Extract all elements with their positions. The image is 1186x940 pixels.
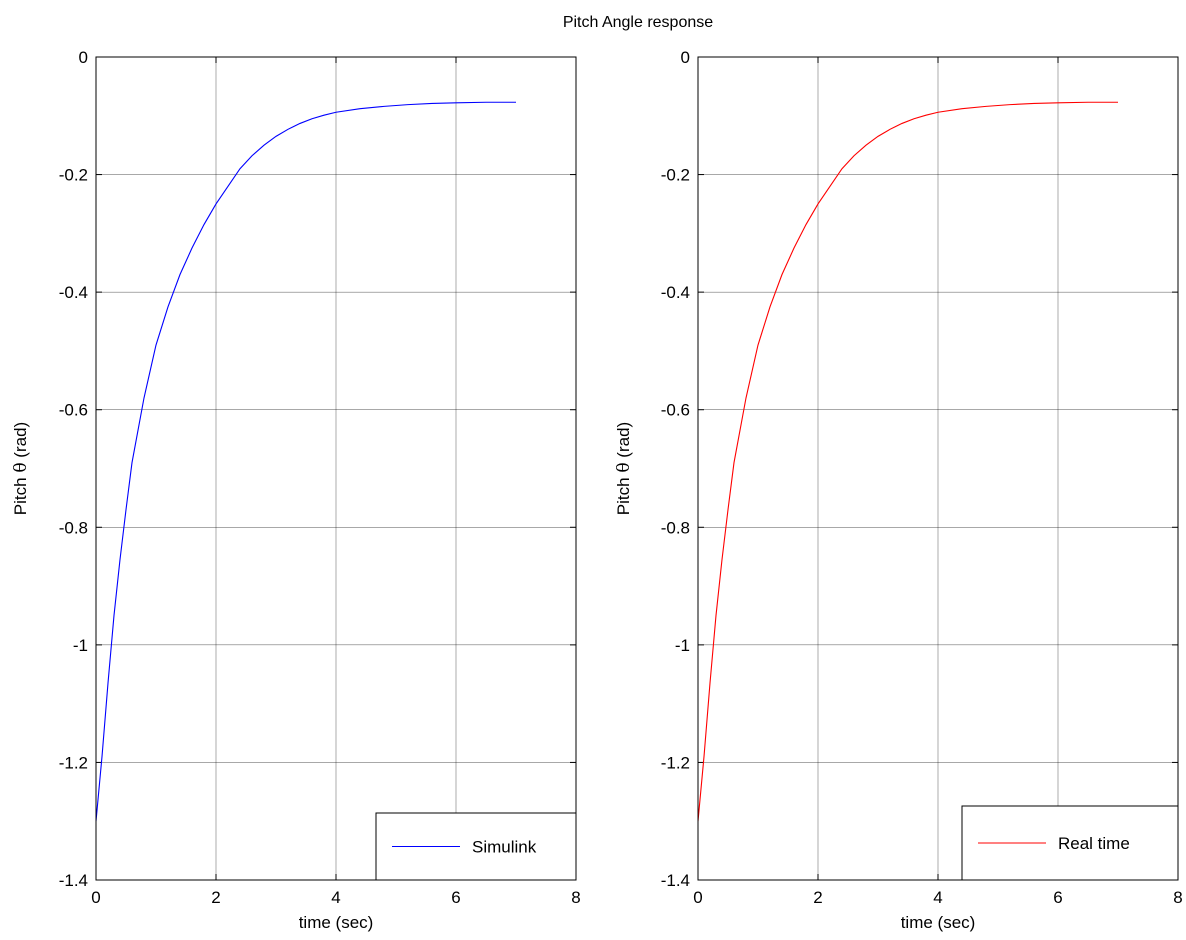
x-tick-label: 6 (1053, 888, 1062, 907)
x-tick-label: 4 (331, 888, 340, 907)
y-tick-label: -0.4 (661, 283, 690, 302)
y-axis-label-suffix: (rad) (614, 422, 633, 463)
y-axis-label: Pitch θ (rad) (614, 422, 634, 515)
y-tick-label: -1 (73, 636, 88, 655)
plot-frame (95, 56, 577, 881)
y-tick-label: -1.2 (59, 753, 88, 772)
y-tick-label: -0.2 (661, 166, 690, 185)
subplot-simulink: 0 2 4 6 8 0 -0.2 -0.4 -0.6 -0.8 -1 -1.2 -1.4 time (se… (11, 48, 581, 932)
legend: Simulink (375, 812, 577, 881)
y-tick-label: -0.6 (661, 401, 690, 420)
y-tick-label: -1.4 (661, 871, 690, 890)
figure-title: Pitch Angle response (563, 14, 713, 31)
y-tick-label: 0 (681, 48, 690, 67)
y-tick-label: -1 (675, 636, 690, 655)
x-tick-label: 8 (1173, 888, 1182, 907)
x-tick-label: 8 (571, 888, 580, 907)
theta-symbol: θ (11, 462, 31, 472)
series-line-1 (95, 101, 516, 822)
theta-symbol: θ (614, 462, 634, 472)
plot-frame (697, 56, 1179, 881)
y-axis-label: Pitch θ (rad) (11, 422, 31, 515)
series-line-1 (697, 101, 1118, 822)
y-tick-label: -1.4 (59, 871, 88, 890)
x-tick-label: 2 (211, 888, 220, 907)
x-tick-label: 0 (693, 888, 702, 907)
x-tick-label: 4 (933, 888, 942, 907)
legend: Real time (961, 805, 1179, 881)
x-axis-label: time (sec) (299, 913, 374, 932)
y-tick-label: -0.8 (59, 518, 88, 537)
y-tick-label: 0 (79, 48, 88, 67)
x-tick-label: 6 (451, 888, 460, 907)
x-axis-label: time (sec) (901, 913, 976, 932)
y-tick-label: -0.6 (59, 401, 88, 420)
y-axis-label-prefix: Pitch (614, 473, 633, 516)
x-tick-label: 0 (91, 888, 100, 907)
y-tick-label: -0.4 (59, 283, 88, 302)
y-axis-label-prefix: Pitch (11, 473, 30, 516)
y-tick-label: -0.2 (59, 166, 88, 185)
legend-label: Simulink (472, 838, 537, 857)
x-tick-label: 2 (813, 888, 822, 907)
legend-label: Real time (1058, 834, 1130, 853)
y-tick-label: -0.8 (661, 518, 690, 537)
y-axis-label-suffix: (rad) (11, 422, 30, 463)
subplot-real-time: 0 2 4 6 8 0 -0.2 -0.4 -0.6 -0.8 -1 -1.2 -1.4 time (se… (614, 48, 1183, 932)
y-tick-label: -1.2 (661, 753, 690, 772)
